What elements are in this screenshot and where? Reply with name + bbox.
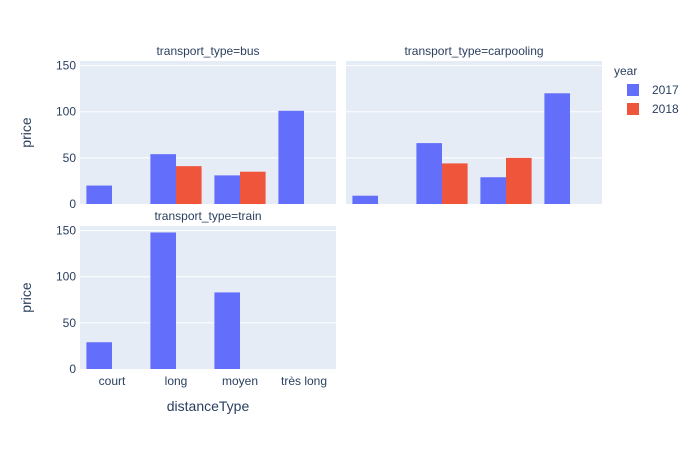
bar: [150, 154, 176, 204]
bar: [240, 171, 266, 204]
bar: [352, 195, 378, 204]
y-axis-title: price: [18, 117, 34, 148]
bar: [86, 185, 112, 204]
facet-title: transport_type=carpooling: [404, 44, 543, 58]
y-axis-title: price: [18, 282, 34, 313]
bar: [442, 163, 468, 204]
facet-title: transport_type=train: [154, 209, 261, 223]
panel-background: [80, 226, 336, 369]
facet-title: transport_type=bus: [156, 44, 259, 58]
bar: [214, 175, 240, 204]
legend-label: 2017: [652, 83, 679, 97]
bar: [176, 166, 202, 204]
x-tick-label: long: [165, 374, 188, 388]
y-tick-label: 50: [63, 316, 77, 330]
y-tick-label: 0: [69, 197, 76, 211]
bar: [480, 177, 506, 204]
x-tick-label: moyen: [222, 374, 258, 388]
bar: [506, 157, 532, 204]
bar: [86, 342, 112, 369]
y-tick-label: 50: [63, 151, 77, 165]
y-tick-label: 100: [56, 105, 76, 119]
y-tick-label: 100: [56, 270, 76, 284]
bar: [278, 110, 304, 204]
legend-title: year: [614, 64, 637, 78]
legend-swatch: [627, 103, 639, 115]
x-axis-title: distanceType: [167, 398, 250, 414]
x-tick-label: court: [99, 374, 126, 388]
y-tick-label: 150: [56, 224, 76, 238]
legend-swatch: [627, 84, 639, 96]
y-tick-label: 150: [56, 59, 76, 73]
bar: [214, 292, 240, 369]
legend-label: 2018: [652, 102, 679, 116]
bar: [416, 143, 442, 204]
bar: [150, 232, 176, 369]
y-tick-label: 0: [69, 362, 76, 376]
x-tick-label: très long: [281, 374, 327, 388]
bar: [544, 93, 570, 204]
